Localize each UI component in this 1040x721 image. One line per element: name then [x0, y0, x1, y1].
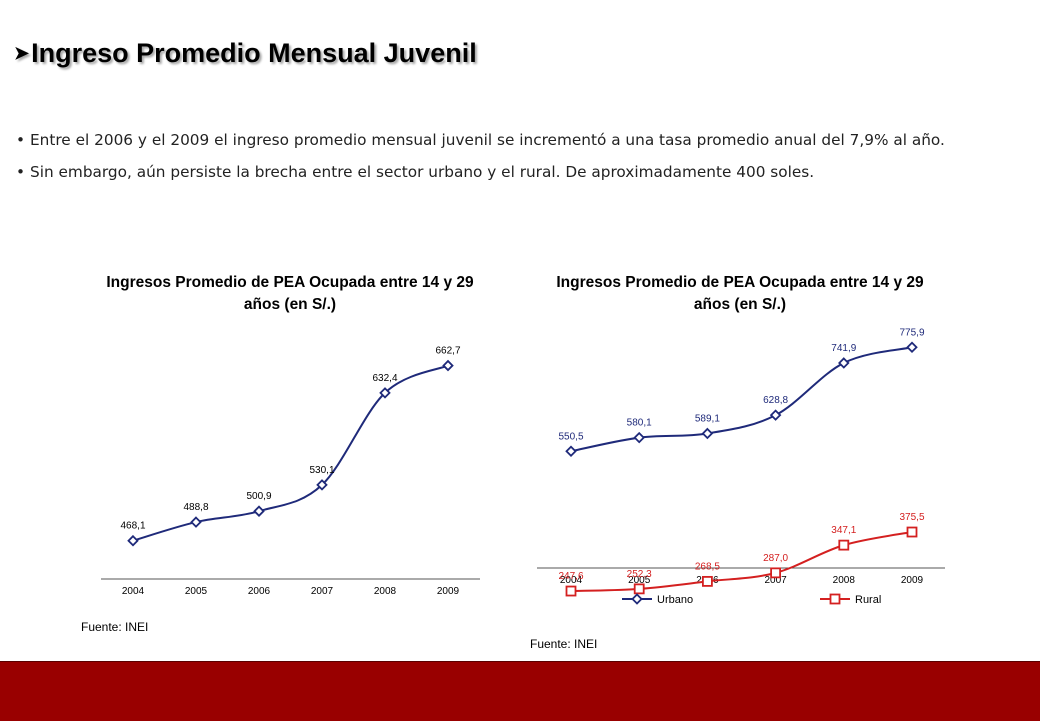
legend-marker: [631, 593, 643, 605]
data-point: [770, 567, 781, 579]
x-tick-label: 2009: [901, 575, 924, 586]
data-label: 247,6: [558, 571, 583, 582]
chart1-title-line2: años (en S/.): [243, 296, 337, 313]
data-label: 347,1: [831, 525, 856, 536]
data-label: 530,1: [309, 465, 334, 476]
arrow-bullet-icon: ➤: [14, 43, 30, 63]
data-point: [190, 516, 202, 528]
x-tick-label: 2007: [311, 586, 334, 597]
data-point: [838, 539, 850, 551]
x-tick-label: 2009: [437, 586, 460, 597]
bullet-text: Sin embargo, aún persiste la brecha entr…: [30, 163, 815, 181]
chart2-title-line1: Ingresos Promedio de PEA Ocupada entre 1…: [556, 274, 924, 291]
data-label: 268,5: [695, 561, 720, 572]
data-label: 580,1: [627, 418, 652, 429]
x-tick-label: 2007: [764, 575, 787, 586]
chart2-title: Ingresos Promedio de PEA Ocupada entre 1…: [530, 272, 950, 316]
data-point: [633, 431, 645, 444]
data-point: [565, 445, 577, 458]
x-tick-label: 2008: [374, 586, 397, 597]
data-point: [379, 387, 391, 399]
x-tick-label: 2004: [560, 575, 583, 586]
bullet-dot-icon: •: [16, 131, 26, 149]
data-label: 632,4: [372, 373, 397, 384]
data-label: 488,8: [183, 502, 208, 513]
series-line: [570, 346, 913, 453]
data-point: [838, 357, 850, 369]
chart2-source: Fuente: INEI: [530, 637, 598, 651]
data-label: 662,7: [435, 346, 460, 357]
data-point: [565, 585, 577, 597]
series-line: [570, 531, 913, 593]
bullet-item: • Sin embargo, aún persiste la brecha en…: [16, 160, 1036, 184]
series-line: [132, 364, 449, 542]
data-label: 287,0: [763, 553, 788, 564]
legend-item: Urbano: [622, 593, 693, 606]
x-tick-label: 2005: [628, 575, 651, 586]
legend-label: Urbano: [657, 594, 693, 606]
data-label: 500,9: [246, 491, 271, 502]
bullet-text: Entre el 2006 y el 2009 el ingreso prome…: [30, 131, 945, 149]
data-label: 589,1: [695, 413, 720, 424]
data-label: 468,1: [120, 521, 145, 532]
data-point: [702, 575, 713, 587]
bullet-list: • Entre el 2006 y el 2009 el ingreso pro…: [16, 128, 1036, 192]
chart1: 2004 2005 2006 2007 2008 2009 468,1 488,8 500,9 5…: [101, 346, 480, 597]
x-tick-label: 2004: [122, 586, 145, 597]
data-label: 252,3: [627, 569, 652, 580]
x-tick-label: 2006: [248, 586, 271, 597]
bullet-item: • Entre el 2006 y el 2009 el ingreso pro…: [16, 128, 1036, 152]
data-point: [127, 534, 139, 547]
legend-marker: [829, 593, 841, 605]
data-label: 741,9: [831, 343, 856, 354]
chart1-title-line1: Ingresos Promedio de PEA Ocupada entre 1…: [106, 274, 474, 291]
data-point: [701, 427, 714, 440]
legend-item: Rural: [820, 593, 881, 606]
slide-title: ➤Ingreso Promedio Mensual Juvenil: [14, 38, 477, 69]
data-point: [442, 359, 454, 372]
data-label: 375,5: [899, 512, 924, 523]
x-tick-label: 2008: [833, 575, 856, 586]
data-point: [316, 479, 328, 491]
x-tick-label: 2005: [185, 586, 208, 597]
data-point: [633, 583, 645, 595]
legend-label: Rural: [855, 594, 881, 606]
chart2: 200420052006200720082009550,5580,1589,16…: [537, 327, 945, 606]
data-point: [906, 341, 918, 354]
chart1-title: Ingresos Promedio de PEA Ocupada entre 1…: [80, 272, 500, 316]
data-point: [253, 505, 265, 517]
data-point: [769, 409, 782, 421]
chart1-source: Fuente: INEI: [81, 620, 149, 634]
chart2-title-line2: años (en S/.): [693, 296, 787, 313]
data-label: 775,9: [899, 327, 924, 338]
bullet-dot-icon: •: [16, 163, 26, 181]
data-label: 628,8: [763, 395, 788, 406]
data-point: [906, 526, 918, 538]
slide-title-text: Ingreso Promedio Mensual Juvenil: [31, 38, 477, 68]
footer-bar: [0, 661, 1040, 721]
data-label: 550,5: [558, 431, 583, 442]
